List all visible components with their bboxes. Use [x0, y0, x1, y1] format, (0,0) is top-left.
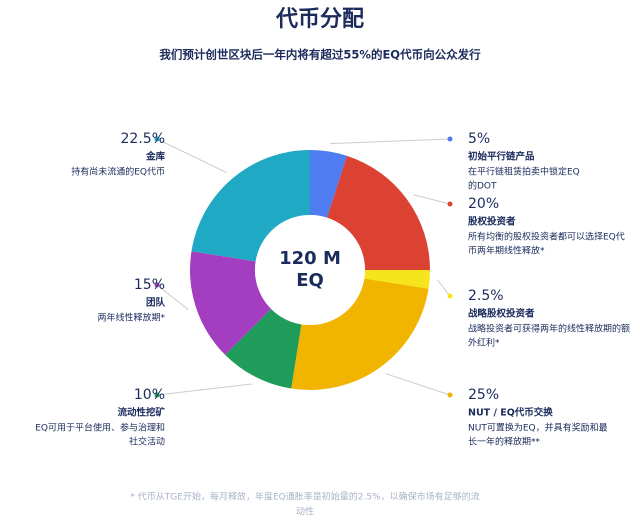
leader-dot — [154, 392, 160, 398]
value-label: 22.5% — [121, 131, 165, 147]
category-description: 社交活动 — [129, 436, 165, 448]
category-description: EQ可用于平台使用、参与治理和 — [35, 422, 165, 434]
donut-segment — [326, 155, 430, 270]
leader-line — [437, 279, 451, 297]
donut-hole — [255, 215, 365, 325]
value-label: 5% — [468, 131, 490, 147]
footnote: * 代币从TGE开始，每月释放，年度EQ通胀率是初始量的2.5%，以确保市场有足… — [130, 491, 479, 503]
leader-line — [156, 383, 252, 396]
category-description: 战略投资者可获得两年的线性释放期的额 — [468, 323, 630, 335]
leader-dot — [154, 136, 160, 142]
category-label: 金库 — [145, 151, 166, 163]
category-description: 在平行链租赁拍卖中锁定EQ — [468, 166, 580, 178]
center-label: EQ — [296, 270, 324, 291]
category-description: 的DOT — [468, 180, 497, 192]
category-description: NUT可置换为EQ，并具有奖励和最 — [468, 422, 608, 434]
value-label: 2.5% — [468, 288, 504, 304]
leader-dot — [447, 293, 453, 299]
leader-dot — [447, 392, 453, 398]
category-label: 战略股权投资者 — [468, 308, 535, 320]
leader-dot — [447, 201, 453, 207]
value-label: 10% — [134, 387, 165, 403]
category-description: 外红利* — [468, 337, 500, 349]
leader-line — [156, 284, 189, 310]
category-description: 持有尚未流通的EQ代币 — [71, 166, 165, 178]
category-label: 团队 — [146, 297, 166, 309]
center-label: 120 M — [279, 248, 341, 269]
footnote: 动性 — [296, 506, 314, 518]
leader-dot — [154, 282, 160, 288]
leader-line — [156, 138, 228, 174]
donut-segment — [364, 270, 430, 289]
value-label: 20% — [468, 196, 499, 212]
category-label: 股权投资者 — [468, 216, 516, 228]
category-label: NUT / EQ代币交换 — [468, 407, 553, 419]
leader-line — [385, 373, 451, 396]
donut-segment — [225, 308, 302, 389]
chart-title: 代币分配 — [275, 7, 364, 32]
category-label: 初始平行链产品 — [468, 151, 535, 163]
value-label: 25% — [468, 387, 499, 403]
category-label: 流动性挖矿 — [117, 407, 165, 419]
donut-segment — [191, 150, 310, 262]
category-description: 币两年期线性释放* — [468, 245, 545, 257]
category-description: 两年线性释放期* — [97, 312, 165, 324]
category-description: 长一年的释放期** — [468, 436, 541, 448]
donut-segment — [190, 251, 272, 355]
chart-subtitle: 我们预计创世区块后一年内将有超过55%的EQ代币向公众发行 — [159, 48, 481, 62]
leader-line — [413, 194, 451, 205]
donut-segment — [310, 150, 348, 218]
leader-line — [330, 138, 451, 145]
category-description: 所有均衡的股权投资者都可以选择EQ代 — [468, 231, 625, 243]
value-label: 15% — [134, 277, 165, 293]
leader-dot — [447, 136, 453, 142]
donut-segment — [291, 278, 429, 391]
